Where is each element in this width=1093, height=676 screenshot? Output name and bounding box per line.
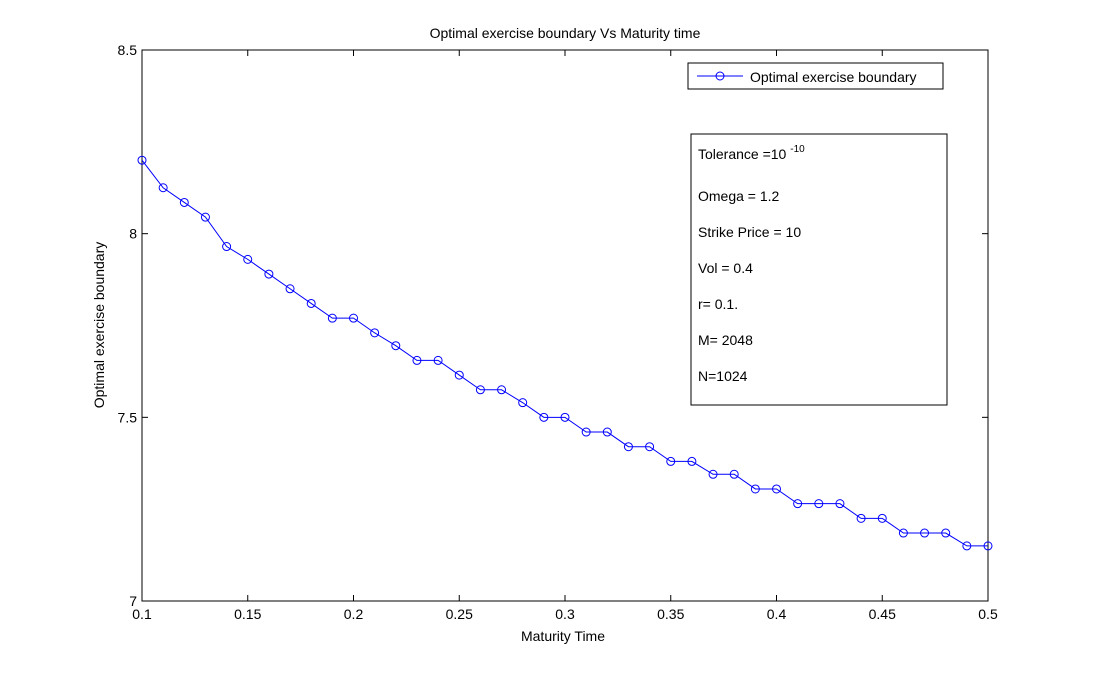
data-point bbox=[243, 254, 253, 264]
data-point bbox=[539, 412, 549, 422]
annotation-box bbox=[690, 133, 948, 406]
data-point bbox=[518, 398, 528, 408]
series-line bbox=[141, 159, 988, 547]
data-point bbox=[158, 183, 168, 193]
x-tick-label: 0.35 bbox=[657, 606, 684, 622]
data-point bbox=[370, 328, 380, 338]
legend-label: Optimal exercise boundary bbox=[750, 69, 917, 85]
data-point bbox=[137, 155, 147, 165]
data-point bbox=[497, 385, 507, 395]
data-point bbox=[454, 370, 464, 380]
x-tick-label: 0.4 bbox=[767, 606, 787, 622]
data-point bbox=[200, 212, 210, 222]
x-axis-label: Maturity Time bbox=[521, 628, 605, 644]
data-point bbox=[750, 484, 760, 494]
vol-text: Vol = 0.4 bbox=[698, 260, 753, 276]
x-tick-label: 0.45 bbox=[869, 606, 896, 622]
data-point bbox=[602, 427, 612, 437]
data-point bbox=[581, 427, 591, 437]
data-point bbox=[941, 528, 951, 538]
x-tick-label: 0.25 bbox=[446, 606, 473, 622]
legend-marker-sample bbox=[715, 71, 725, 81]
x-tick-label: 0.15 bbox=[234, 606, 261, 622]
y-axis-ticks: 7 7.5 8 8.5 bbox=[118, 42, 988, 609]
data-point bbox=[327, 313, 337, 323]
x-tick-label: 0.3 bbox=[555, 606, 575, 622]
data-point bbox=[856, 513, 866, 523]
y-tick-label: 7 bbox=[129, 593, 137, 609]
data-point bbox=[623, 442, 633, 452]
data-point bbox=[349, 313, 358, 323]
x-tick-label: 0.2 bbox=[344, 606, 364, 622]
data-point bbox=[666, 456, 676, 466]
strike-price-text: Strike Price = 10 bbox=[698, 224, 801, 240]
y-tick-label: 8 bbox=[129, 226, 137, 242]
data-point bbox=[814, 499, 824, 509]
tolerance-text: Tolerance =10 -10 bbox=[698, 144, 805, 162]
data-point bbox=[835, 499, 845, 509]
tolerance-label: Tolerance =10 bbox=[698, 146, 787, 162]
parameter-annotation: Tolerance =10 -10 Omega = 1.2 Strike Pri… bbox=[690, 133, 948, 406]
x-tick-label: 0.1 bbox=[132, 606, 152, 622]
rate-text: r= 0.1. bbox=[698, 296, 738, 312]
data-point bbox=[877, 513, 887, 523]
data-point bbox=[729, 469, 739, 479]
y-axis-label: Optimal exercise boundary bbox=[91, 242, 107, 409]
legend: Optimal exercise boundary bbox=[687, 62, 944, 90]
data-point bbox=[983, 541, 993, 551]
x-tick-label: 0.5 bbox=[978, 606, 998, 622]
data-point bbox=[433, 355, 443, 365]
data-point bbox=[645, 442, 655, 452]
tolerance-exponent: -10 bbox=[790, 144, 805, 155]
data-point bbox=[391, 341, 401, 351]
data-point bbox=[898, 528, 908, 538]
data-point bbox=[793, 499, 803, 509]
data-point bbox=[264, 269, 274, 279]
x-axis-ticks: 0.1 0.15 0.2 0.25 0.3 0.35 0.4 0.45 0.5 bbox=[132, 50, 998, 622]
data-point bbox=[179, 197, 189, 207]
n-steps-text: N=1024 bbox=[698, 368, 748, 384]
data-point bbox=[708, 469, 718, 479]
data-point bbox=[475, 385, 485, 395]
y-tick-label: 7.5 bbox=[118, 409, 138, 425]
m-steps-text: M= 2048 bbox=[698, 332, 753, 348]
data-point bbox=[412, 355, 422, 365]
data-point bbox=[920, 528, 930, 538]
series-layer bbox=[137, 155, 993, 551]
data-point bbox=[962, 541, 972, 551]
data-point bbox=[306, 298, 316, 308]
omega-text: Omega = 1.2 bbox=[698, 188, 780, 204]
chart-title: Optimal exercise boundary Vs Maturity ti… bbox=[430, 25, 701, 41]
data-point bbox=[560, 412, 570, 422]
y-tick-label: 8.5 bbox=[118, 42, 138, 58]
data-point bbox=[285, 284, 295, 294]
data-point bbox=[222, 242, 232, 252]
data-point bbox=[687, 456, 697, 466]
data-point bbox=[772, 484, 781, 494]
